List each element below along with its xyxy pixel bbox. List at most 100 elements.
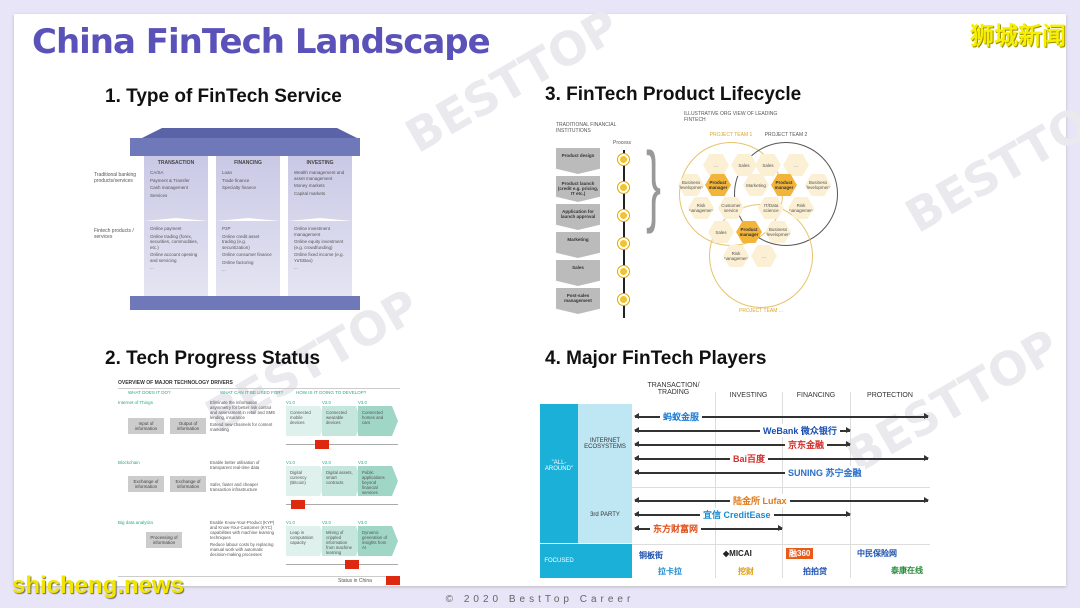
flow-box: Processing of information <box>146 532 182 548</box>
service-item: Online equity investment (e.g. crowdfund… <box>294 239 344 250</box>
china-flag-marker <box>315 440 330 449</box>
focused-player-logo: 铜板街 <box>636 550 666 561</box>
column-divider <box>715 392 716 578</box>
service-item: P2P <box>222 226 231 231</box>
flow-box: Exchange of information <box>128 476 164 492</box>
service-item: Cash management <box>150 185 189 190</box>
use-case: Enable better utilisation of transparent… <box>210 460 260 470</box>
service-item: Online investment management <box>294 226 331 237</box>
process-label: Process <box>613 140 632 146</box>
stage-chevron: Digital currency (Bitcoin) <box>286 466 326 496</box>
process-node <box>618 294 629 305</box>
version-label: V2.0 <box>322 400 331 405</box>
role-hex: Customer service <box>718 197 744 219</box>
pillar-header: FINANCING <box>234 160 262 166</box>
status-track <box>286 564 398 565</box>
column-header: PROTECTION <box>867 392 913 399</box>
group-third-party: 3rd PARTY <box>590 512 620 518</box>
stage-chevron: Public applications beyond financial ser… <box>358 466 398 496</box>
version-label: V1.0 <box>286 460 295 465</box>
process-step: Marketing <box>556 232 600 258</box>
section-title-service: 1. Type of FinTech Service <box>105 86 342 107</box>
version-label: V2.0 <box>322 520 331 525</box>
role-hex: Business development <box>678 174 704 196</box>
use-case: Safer, faster and cheaper transaction in… <box>210 482 259 492</box>
focused-player-logo: 泰康在线 <box>888 565 926 576</box>
product-lifecycle-diagram: TRADITIONAL FINANCIAL INSTITUTIONS Proce… <box>556 111 876 328</box>
service-item: Online credit asset trading (e.g. securi… <box>222 233 260 250</box>
player-logo: Bai百度 <box>730 452 769 465</box>
service-item: Specialty finance <box>222 185 257 190</box>
stage-chevron: Dynamic generation of insights from AI <box>358 526 398 556</box>
watermark: BESTTOP <box>896 78 1080 244</box>
service-item: Online consumer finance <box>222 252 272 257</box>
service-item: Capital markets <box>294 190 326 196</box>
tech-drivers-table: OVERVIEW OF MAJOR TECHNOLOGY DRIVERS WHA… <box>118 380 400 586</box>
tech-name: Big data analytics <box>118 520 154 525</box>
player-span-arrow <box>634 525 783 531</box>
version-label: V3.0 <box>358 400 367 405</box>
use-case: Eliminate the information asymmetry for … <box>210 400 276 420</box>
focused-player-logo: 中民保险网 <box>854 548 900 559</box>
focused-player-logo: 挖财 <box>735 566 757 577</box>
service-item: Online trading (forex, securities, commo… <box>150 233 199 250</box>
footer-copyright: © 2020 BestTop Career <box>445 594 635 605</box>
status-track <box>286 504 398 505</box>
role-hex: IT/Data science <box>758 197 784 219</box>
role-hex: Risk management <box>688 197 714 219</box>
player-span-arrow <box>634 413 929 419</box>
china-flag-marker <box>290 500 305 509</box>
pillar-header: INVESTING <box>306 160 334 166</box>
role-hex: Sales <box>755 154 781 176</box>
column-header: HOW IS IT GOING TO DEVELOP? <box>296 390 367 395</box>
pillar-investing: INVESTING Wealth management and asset man… <box>288 156 352 296</box>
use-case: Enable Know-Your-Product (KYP) and Know-… <box>210 520 275 540</box>
pillar-financing: FINANCING Loan Trade finance Specialty fina… <box>216 156 280 296</box>
stage-chevron: Connected wearable devices <box>322 406 362 436</box>
role-hex: Product manager <box>705 174 731 196</box>
tech-name: Internet of Things <box>118 400 153 405</box>
section-title-tech: 2. Tech Progress Status <box>105 348 321 369</box>
column-divider <box>850 392 851 578</box>
service-item: Money markets <box>294 183 325 188</box>
process-step: Post-sales management <box>556 288 600 314</box>
process-node <box>618 210 629 221</box>
service-item: ... <box>294 265 298 270</box>
player-logo: 东方财富网 <box>650 522 702 535</box>
process-step: Product design <box>556 148 600 174</box>
flow-box: Input of information <box>128 418 164 434</box>
player-logo: 宜信 CreditEase <box>700 508 774 521</box>
section-title-players: 4. Major FinTech Players <box>545 348 767 369</box>
role-hex: Sales <box>731 154 757 176</box>
players-matrix: "ALL-AROUND" FOCUSED INTERNET ECOSYSTEMS… <box>540 380 930 578</box>
column-header: WHAT DOES IT DO? <box>128 390 171 395</box>
group-focused: FOCUSED <box>544 558 574 564</box>
overview-label: OVERVIEW OF MAJOR TECHNOLOGY DRIVERS <box>118 380 233 386</box>
service-item: Wealth management and asset management <box>294 170 345 181</box>
china-flag-icon <box>386 576 400 585</box>
version-label: V3.0 <box>358 460 367 465</box>
stage-chevron: Connected mobile devices <box>286 406 326 436</box>
stage-chevron: Digital assets, smart contracts <box>322 466 362 496</box>
site-watermark: shicheng.news <box>12 572 185 599</box>
service-item: Online fixed income (e.g. Yu'EBao) <box>294 252 344 263</box>
role-hex: Business development <box>765 221 791 243</box>
role-hex: Sales <box>708 221 734 243</box>
page-title: China FinTech Landscape <box>32 22 491 62</box>
role-hex: Business development <box>805 174 831 196</box>
player-logo: 京东金融 <box>785 438 828 451</box>
use-case: Extend new channels for content marketin… <box>210 422 273 432</box>
focused-player-logo: ◆MICAI <box>720 549 755 558</box>
focused-player-logo: 拉卡拉 <box>655 566 685 577</box>
process-step: Product launch (credit e.g. pricing, IT … <box>556 176 600 202</box>
group-all-around: "ALL-AROUND" <box>544 460 574 472</box>
tech-name: Blockchain <box>118 460 140 465</box>
role-hex: Product manager <box>771 174 797 196</box>
org-label: ILLUSTRATIVE ORG VIEW OF LEADING FINTECH <box>684 111 778 123</box>
traditional-label: TRADITIONAL FINANCIAL INSTITUTIONS <box>556 122 617 134</box>
version-label: V3.0 <box>358 520 367 525</box>
service-item: Online factoring <box>222 259 254 265</box>
process-step: Sales <box>556 260 600 286</box>
player-logo: WeBank 微众银行 <box>760 424 840 437</box>
flow-box: Output of information <box>170 418 206 434</box>
